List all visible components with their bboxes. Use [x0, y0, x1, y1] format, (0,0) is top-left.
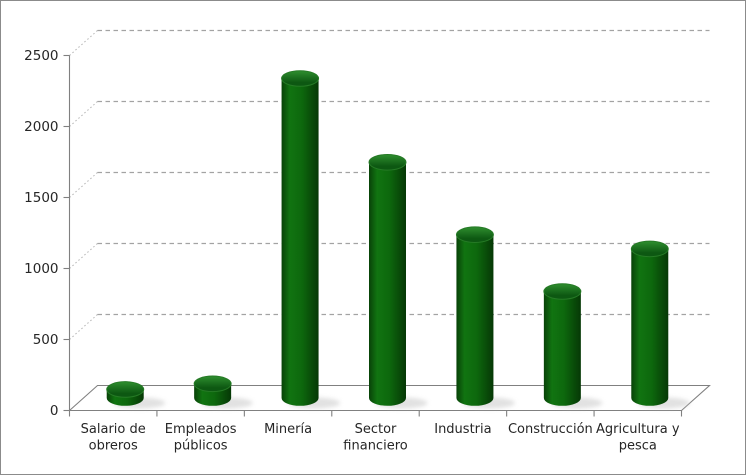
y-axis-tick-label: 2000 [24, 119, 58, 135]
bar-cylinder [106, 381, 145, 406]
bar-top-face [543, 283, 582, 300]
bar-top-face [281, 70, 320, 87]
bar-cylinder [368, 153, 407, 406]
y-axis-tick-label: 0 [50, 403, 59, 419]
bar-cylinder [455, 226, 494, 406]
category-label: Minería [264, 422, 312, 437]
grid-diagonal [69, 314, 98, 340]
grid-diagonal [69, 101, 98, 127]
bar-top-face [630, 240, 669, 258]
bar-body [281, 78, 319, 406]
floor [68, 384, 711, 412]
grid-diagonal [69, 243, 98, 269]
category-label: Sector financiero [343, 422, 407, 454]
category-label: Industria [434, 422, 491, 437]
bar-body [369, 162, 406, 406]
bar-cylinder [543, 283, 582, 406]
y-axis-tick-label: 1000 [24, 261, 58, 277]
category-label: Empleados públicos [165, 422, 237, 454]
bar-cylinder [281, 70, 320, 406]
bar-body [631, 248, 669, 406]
y-axis-tick-label: 2500 [24, 48, 58, 64]
bar-top-face [193, 375, 232, 393]
bar-top-face [106, 381, 145, 398]
y-axis-tick-label: 500 [33, 332, 59, 348]
category-label: Construcción [508, 422, 593, 437]
bar-body [456, 234, 494, 406]
bar-cylinder [630, 240, 669, 406]
bar-top-face [455, 226, 494, 243]
y-axis-tick-label: 1500 [24, 190, 58, 206]
grid-diagonal [69, 172, 98, 198]
bar-body [543, 291, 581, 406]
bar-top-face [368, 153, 407, 171]
bars [106, 70, 669, 406]
category-label: Agricultura y pesca [596, 422, 680, 454]
grid-diagonal [69, 30, 98, 56]
bar-cylinder [193, 375, 232, 406]
category-label: Salario de obreros [81, 422, 146, 454]
